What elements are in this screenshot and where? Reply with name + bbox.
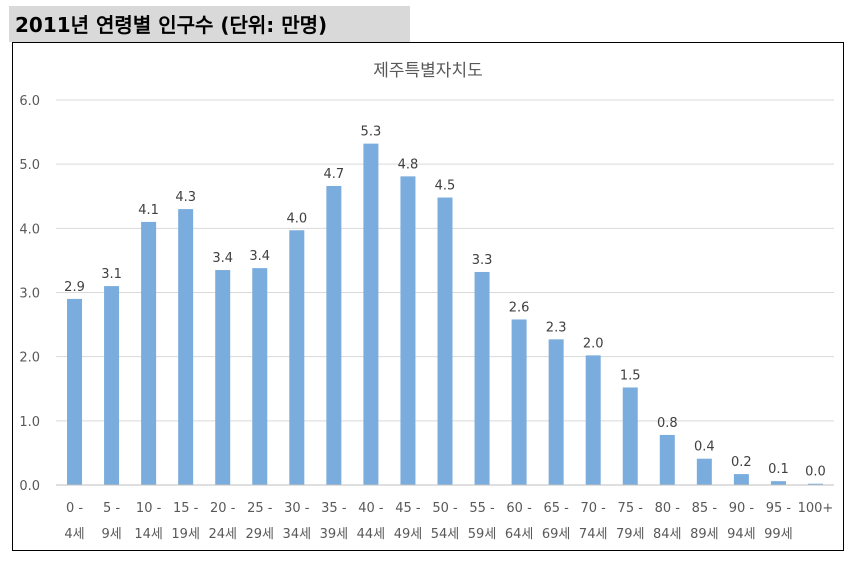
x-tick-label: 99세 xyxy=(764,527,793,542)
data-label: 2.0 xyxy=(583,336,604,351)
y-tick-label: 6.0 xyxy=(19,94,40,109)
x-tick-label: 34세 xyxy=(283,527,312,542)
bar xyxy=(141,221,157,485)
bar xyxy=(67,298,83,485)
x-tick-label: 94세 xyxy=(727,527,756,542)
bar xyxy=(104,286,120,485)
data-label: 4.7 xyxy=(324,167,345,182)
y-tick-label: 1.0 xyxy=(19,415,40,430)
x-tick-label: 84세 xyxy=(653,527,682,542)
x-tick-label: 44세 xyxy=(357,527,386,542)
x-tick-label: 30 - xyxy=(284,501,310,516)
data-label: 3.4 xyxy=(212,251,233,266)
x-tick-label: 39세 xyxy=(320,527,349,542)
x-tick-label: 59세 xyxy=(468,527,497,542)
data-label: 0.8 xyxy=(657,416,678,431)
x-tick-label: 90 - xyxy=(729,501,755,516)
bar xyxy=(659,434,675,485)
data-label: 2.9 xyxy=(64,280,85,295)
data-label: 4.0 xyxy=(286,211,307,226)
bar xyxy=(437,197,453,486)
y-tick-label: 0.0 xyxy=(19,479,40,494)
bar xyxy=(696,458,712,485)
x-tick-label: 74세 xyxy=(579,527,608,542)
x-tick-label: 55 - xyxy=(469,501,495,516)
data-label: 4.1 xyxy=(138,203,159,218)
data-label: 0.2 xyxy=(731,455,752,470)
x-tick-label: 75 - xyxy=(618,501,644,516)
x-tick-label: 9세 xyxy=(101,527,121,542)
bar xyxy=(585,355,601,485)
bar xyxy=(363,143,379,485)
x-tick-label: 69세 xyxy=(542,527,571,542)
data-label: 4.5 xyxy=(435,179,456,194)
x-tick-label: 0 - xyxy=(66,501,83,516)
bar xyxy=(733,474,749,485)
x-tick-label: 95 - xyxy=(766,501,792,516)
y-tick-label: 3.0 xyxy=(19,287,40,302)
x-tick-label: 65 - xyxy=(543,501,569,516)
chart-title: 제주특별자치도 xyxy=(373,61,482,81)
x-tick-label: 60 - xyxy=(506,501,532,516)
x-tick-label: 50 - xyxy=(432,501,458,516)
x-tick-label: 10 - xyxy=(136,501,162,516)
y-tick-label: 5.0 xyxy=(19,158,40,173)
data-label: 0.1 xyxy=(768,462,789,477)
data-label: 4.3 xyxy=(175,190,196,205)
bar xyxy=(807,483,823,485)
x-tick-label: 4세 xyxy=(64,527,84,542)
x-tick-label: 80 - xyxy=(655,501,681,516)
x-tick-label: 5 - xyxy=(103,501,120,516)
x-tick-label: 20 - xyxy=(210,501,236,516)
x-tick-label: 85 - xyxy=(692,501,718,516)
y-tick-label: 4.0 xyxy=(19,222,40,237)
x-tick-label: 49세 xyxy=(394,527,423,542)
bar xyxy=(289,230,305,485)
data-label: 5.3 xyxy=(361,125,382,140)
bar xyxy=(178,209,194,486)
x-tick-label: 89세 xyxy=(690,527,719,542)
bar xyxy=(215,270,231,485)
x-tick-label: 70 - xyxy=(581,501,607,516)
x-tick-label: 64세 xyxy=(505,527,534,542)
bar xyxy=(770,481,786,485)
data-label: 2.6 xyxy=(509,300,530,315)
data-label: 3.1 xyxy=(101,267,122,282)
bar xyxy=(474,271,490,485)
bar xyxy=(326,185,342,485)
data-label: 1.5 xyxy=(620,368,641,383)
bar xyxy=(252,268,268,485)
bar xyxy=(400,176,416,485)
x-tick-label: 45 - xyxy=(395,501,421,516)
x-tick-label: 29세 xyxy=(246,527,275,542)
header-bar xyxy=(9,6,410,42)
data-label: 2.3 xyxy=(546,320,567,335)
x-tick-label: 14세 xyxy=(134,527,163,542)
bar xyxy=(622,387,638,485)
data-label: 0.0 xyxy=(805,465,826,480)
y-tick-label: 2.0 xyxy=(19,351,40,366)
data-label: 0.4 xyxy=(694,440,715,455)
x-tick-label: 24세 xyxy=(208,527,237,542)
data-label: 4.8 xyxy=(398,157,419,172)
x-tick-label: 79세 xyxy=(616,527,645,542)
data-label: 3.4 xyxy=(249,249,270,264)
x-tick-label: 19세 xyxy=(171,527,200,542)
x-tick-label: 15 - xyxy=(173,501,199,516)
x-tick-label: 100+ xyxy=(798,501,834,516)
bar xyxy=(548,339,564,485)
page-title: 2011년 연령별 인구수 (단위: 만명) xyxy=(15,13,328,37)
data-label: 3.3 xyxy=(472,253,493,268)
bar xyxy=(511,319,527,485)
x-tick-label: 54세 xyxy=(431,527,460,542)
x-tick-label: 40 - xyxy=(358,501,384,516)
x-tick-label: 25 - xyxy=(247,501,273,516)
x-tick-label: 35 - xyxy=(321,501,347,516)
